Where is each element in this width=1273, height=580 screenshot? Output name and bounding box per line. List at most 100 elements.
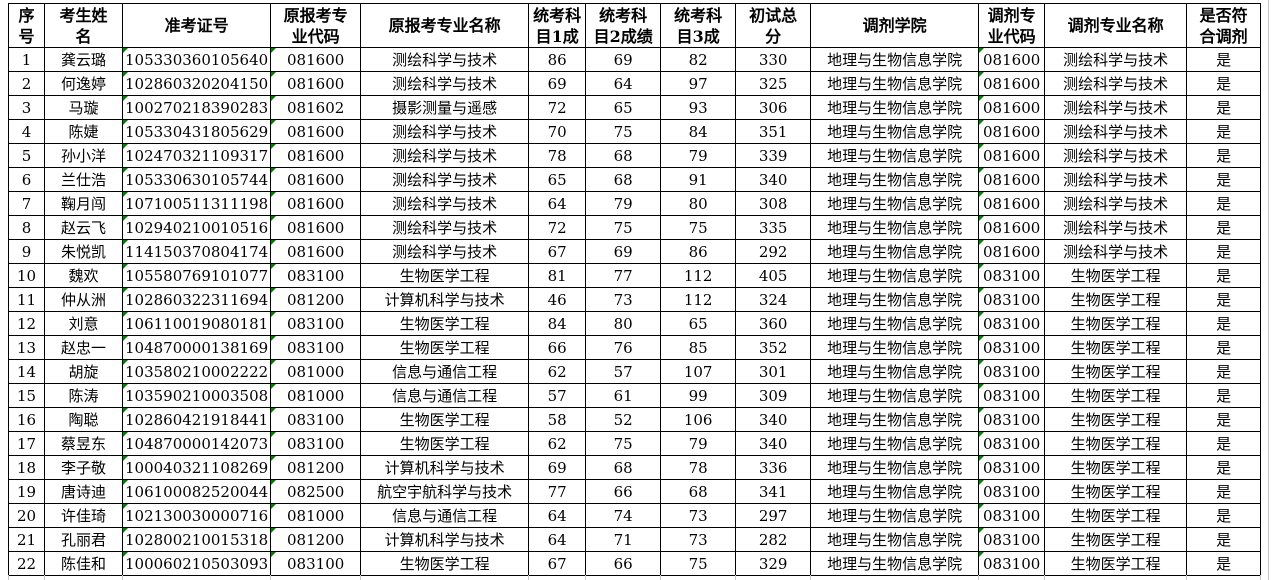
cell-ticket-no[interactable]: 105330630105744: [121, 167, 272, 192]
cell-score-subject1[interactable]: 66: [528, 335, 587, 360]
cell-total-score[interactable]: 340: [735, 431, 812, 456]
cell-transfer-college[interactable]: 地理与生物信息学院: [810, 287, 980, 312]
cell-transfer-major-code[interactable]: 083100: [978, 431, 1046, 456]
cell-name[interactable]: 陈佳和: [44, 551, 123, 576]
cell-transfer-major-name[interactable]: 生物医学工程: [1044, 263, 1188, 288]
cell-index[interactable]: 5: [8, 143, 45, 168]
cell-eligible[interactable]: 是: [1186, 143, 1262, 168]
cell-total-score[interactable]: 340: [735, 167, 812, 192]
cell-score-subject2[interactable]: 75: [585, 215, 662, 240]
cell-orig-major-code[interactable]: 081600: [270, 215, 362, 240]
cell-transfer-major-name[interactable]: 生物医学工程: [1044, 407, 1188, 432]
cell-name[interactable]: 龚云璐: [44, 47, 123, 72]
cell-orig-major-code[interactable]: 081602: [270, 95, 362, 120]
cell-transfer-major-name[interactable]: 测绘科学与技术: [1044, 191, 1188, 216]
cell-eligible[interactable]: 是: [1186, 407, 1262, 432]
cell-ticket-no[interactable]: 114150370804174: [121, 239, 272, 264]
cell-score-subject2[interactable]: 73: [585, 287, 662, 312]
cell-score-subject2[interactable]: 64: [585, 71, 662, 96]
cell-orig-major-code[interactable]: 081200: [270, 287, 362, 312]
cell-total-score[interactable]: 282: [735, 527, 812, 552]
cell-score-subject1[interactable]: 81: [528, 263, 587, 288]
cell-name[interactable]: 鞠月闯: [44, 191, 123, 216]
cell-eligible[interactable]: 是: [1186, 215, 1262, 240]
cell-name[interactable]: 李子敬: [44, 455, 123, 480]
cell-transfer-college[interactable]: 地理与生物信息学院: [810, 143, 980, 168]
cell-score-subject2[interactable]: 76: [585, 335, 662, 360]
cell-orig-major-code[interactable]: 081000: [270, 503, 362, 528]
cell-orig-major-code[interactable]: 081200: [270, 455, 362, 480]
cell-orig-major-name[interactable]: 测绘科学与技术: [360, 239, 530, 264]
cell-eligible[interactable]: 是: [1186, 239, 1262, 264]
cell-score-subject3[interactable]: 112: [660, 263, 737, 288]
cell-transfer-major-code[interactable]: 081600: [978, 47, 1046, 72]
cell-transfer-major-name[interactable]: 生物医学工程: [1044, 431, 1188, 456]
cell-ticket-no[interactable]: 100040321108269: [121, 455, 272, 480]
cell-name[interactable]: 陈婕: [44, 119, 123, 144]
cell-name[interactable]: 胡旋: [44, 359, 123, 384]
cell-score-subject3[interactable]: 106: [660, 407, 737, 432]
cell-score-subject2[interactable]: 52: [585, 407, 662, 432]
cell-orig-major-name[interactable]: 计算机科学与技术: [360, 527, 530, 552]
cell-score-subject1[interactable]: 69: [528, 455, 587, 480]
cell-index[interactable]: 9: [8, 239, 45, 264]
cell-orig-major-name[interactable]: 测绘科学与技术: [360, 47, 530, 72]
cell-score-subject1[interactable]: 78: [528, 143, 587, 168]
cell-orig-major-name[interactable]: 测绘科学与技术: [360, 143, 530, 168]
column-header-index[interactable]: 序 号: [8, 3, 45, 48]
cell-transfer-major-name[interactable]: 测绘科学与技术: [1044, 239, 1188, 264]
cell-score-subject1[interactable]: 62: [528, 359, 587, 384]
cell-score-subject3[interactable]: 84: [660, 119, 737, 144]
cell-name[interactable]: 魏欢: [44, 263, 123, 288]
cell-score-subject2[interactable]: 61: [585, 383, 662, 408]
cell-eligible[interactable]: 是: [1186, 359, 1262, 384]
cell-orig-major-name[interactable]: 测绘科学与技术: [360, 215, 530, 240]
column-header-orig-major-name[interactable]: 原报考专业名称: [360, 3, 530, 48]
cell-transfer-college[interactable]: 地理与生物信息学院: [810, 95, 980, 120]
cell-total-score[interactable]: 335: [735, 215, 812, 240]
cell-index[interactable]: 16: [8, 407, 45, 432]
cell-total-score[interactable]: 405: [735, 263, 812, 288]
cell-eligible[interactable]: 是: [1186, 47, 1262, 72]
cell-score-subject2[interactable]: 68: [585, 143, 662, 168]
cell-index[interactable]: 11: [8, 287, 45, 312]
cell-eligible[interactable]: 是: [1186, 95, 1262, 120]
cell-score-subject1[interactable]: 86: [528, 47, 587, 72]
cell-score-subject2[interactable]: 75: [585, 119, 662, 144]
cell-name[interactable]: 唐诗迪: [44, 479, 123, 504]
cell-transfer-major-name[interactable]: 生物医学工程: [1044, 455, 1188, 480]
cell-score-subject2[interactable]: 71: [585, 527, 662, 552]
cell-eligible[interactable]: 是: [1186, 479, 1262, 504]
cell-score-subject1[interactable]: 62: [528, 431, 587, 456]
cell-score-subject3[interactable]: 97: [660, 71, 737, 96]
cell-transfer-major-name[interactable]: 测绘科学与技术: [1044, 215, 1188, 240]
cell-ticket-no[interactable]: 105580769101077: [121, 263, 272, 288]
cell-orig-major-name[interactable]: 生物医学工程: [360, 551, 530, 576]
cell-name[interactable]: 孔丽君: [44, 527, 123, 552]
cell-score-subject1[interactable]: 84: [528, 311, 587, 336]
cell-index[interactable]: 3: [8, 95, 45, 120]
cell-transfer-major-code[interactable]: 083100: [978, 287, 1046, 312]
cell-orig-major-code[interactable]: 083100: [270, 407, 362, 432]
cell-transfer-major-name[interactable]: 测绘科学与技术: [1044, 47, 1188, 72]
cell-score-subject3[interactable]: 82: [660, 47, 737, 72]
cell-orig-major-name[interactable]: 生物医学工程: [360, 431, 530, 456]
cell-transfer-college[interactable]: 地理与生物信息学院: [810, 455, 980, 480]
cell-eligible[interactable]: 是: [1186, 119, 1262, 144]
cell-transfer-college[interactable]: 地理与生物信息学院: [810, 359, 980, 384]
cell-index[interactable]: 8: [8, 215, 45, 240]
cell-orig-major-code[interactable]: 081000: [270, 383, 362, 408]
cell-eligible[interactable]: 是: [1186, 71, 1262, 96]
cell-score-subject1[interactable]: 69: [528, 71, 587, 96]
cell-score-subject2[interactable]: 66: [585, 551, 662, 576]
cell-transfer-college[interactable]: 地理与生物信息学院: [810, 383, 980, 408]
cell-score-subject2[interactable]: 68: [585, 455, 662, 480]
cell-ticket-no[interactable]: 103590210003508: [121, 383, 272, 408]
cell-orig-major-code[interactable]: 081600: [270, 143, 362, 168]
cell-eligible[interactable]: 是: [1186, 551, 1262, 576]
cell-score-subject1[interactable]: 72: [528, 215, 587, 240]
cell-orig-major-name[interactable]: 生物医学工程: [360, 335, 530, 360]
cell-orig-major-code[interactable]: 081600: [270, 47, 362, 72]
cell-transfer-college[interactable]: 地理与生物信息学院: [810, 167, 980, 192]
cell-total-score[interactable]: 301: [735, 359, 812, 384]
